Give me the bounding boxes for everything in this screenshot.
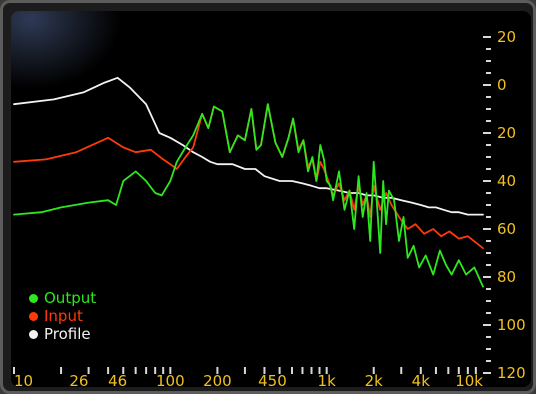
y-tick-label: 20 — [497, 28, 516, 46]
legend-dot-input — [29, 311, 38, 321]
y-tick-label: 0 — [497, 76, 507, 94]
x-axis: 10 26 46 100 200 450 1k 2k 4k 10k — [13, 367, 483, 387]
legend-item-input[interactable]: Input — [29, 307, 96, 325]
legend-label-output: Output — [44, 289, 97, 307]
y-tick-label: 100 — [497, 316, 526, 334]
legend-item-output[interactable]: Output — [29, 289, 96, 307]
x-tick-label: 450 — [258, 372, 287, 387]
x-tick-label: 200 — [203, 372, 232, 387]
x-tick-label: 10 — [14, 372, 33, 387]
y-tick-label: 40 — [497, 172, 516, 190]
legend-label-input: Input — [44, 307, 83, 325]
series-lines — [13, 76, 484, 288]
x-tick-label: 10k — [455, 372, 483, 387]
legend-item-profile[interactable]: Profile — [29, 325, 96, 343]
y-tick-label: 60 — [497, 220, 516, 238]
series-line-output — [13, 103, 484, 288]
x-tick-label: 100 — [156, 372, 185, 387]
y-tick-label: 20 — [497, 124, 516, 142]
spectrum-display: 20 0 20 40 60 80 100 120 10 26 46 100 200 450 1k 2k 4k 1… — [11, 11, 531, 387]
y-tick-label: 120 — [497, 364, 526, 382]
legend-label-profile: Profile — [44, 325, 91, 343]
x-tick-label: 4k — [412, 372, 431, 387]
legend: Output Input Profile — [29, 289, 96, 343]
series-line-profile — [13, 76, 484, 216]
x-tick-label: 46 — [108, 372, 127, 387]
x-tick-label: 2k — [365, 372, 384, 387]
x-tick-label: 26 — [69, 372, 88, 387]
legend-dot-profile — [29, 329, 38, 339]
x-tick-label: 1k — [318, 372, 337, 387]
y-axis: 20 0 20 40 60 80 100 120 — [483, 28, 526, 382]
legend-dot-output — [29, 293, 38, 303]
y-tick-label: 80 — [497, 268, 516, 286]
